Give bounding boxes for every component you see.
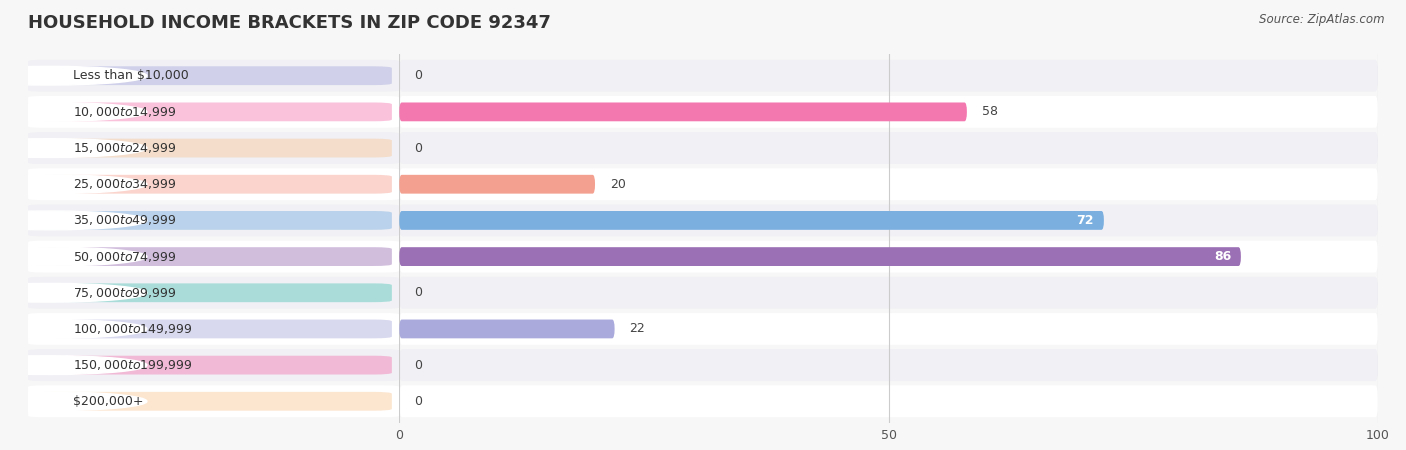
Text: 0: 0 bbox=[413, 69, 422, 82]
FancyBboxPatch shape bbox=[35, 211, 392, 230]
Text: $25,000 to $34,999: $25,000 to $34,999 bbox=[73, 177, 176, 191]
FancyBboxPatch shape bbox=[35, 175, 392, 194]
Text: $75,000 to $99,999: $75,000 to $99,999 bbox=[73, 286, 176, 300]
Circle shape bbox=[0, 211, 146, 230]
Circle shape bbox=[0, 284, 146, 302]
Circle shape bbox=[0, 247, 146, 266]
Text: 0: 0 bbox=[413, 142, 422, 154]
FancyBboxPatch shape bbox=[28, 168, 399, 200]
Text: 0: 0 bbox=[413, 286, 422, 299]
FancyBboxPatch shape bbox=[35, 66, 392, 85]
Text: Less than $10,000: Less than $10,000 bbox=[73, 69, 188, 82]
Text: 86: 86 bbox=[1213, 250, 1232, 263]
FancyBboxPatch shape bbox=[399, 60, 1378, 92]
Text: HOUSEHOLD INCOME BRACKETS IN ZIP CODE 92347: HOUSEHOLD INCOME BRACKETS IN ZIP CODE 92… bbox=[28, 14, 551, 32]
Text: 0: 0 bbox=[413, 359, 422, 372]
FancyBboxPatch shape bbox=[399, 349, 1378, 381]
FancyBboxPatch shape bbox=[28, 241, 399, 273]
FancyBboxPatch shape bbox=[399, 204, 1378, 236]
Circle shape bbox=[0, 356, 146, 374]
FancyBboxPatch shape bbox=[35, 247, 392, 266]
Text: $15,000 to $24,999: $15,000 to $24,999 bbox=[73, 141, 176, 155]
Text: Source: ZipAtlas.com: Source: ZipAtlas.com bbox=[1260, 14, 1385, 27]
FancyBboxPatch shape bbox=[35, 284, 392, 302]
Text: $50,000 to $74,999: $50,000 to $74,999 bbox=[73, 250, 176, 264]
Text: 22: 22 bbox=[630, 323, 645, 335]
FancyBboxPatch shape bbox=[35, 320, 392, 338]
Text: 72: 72 bbox=[1077, 214, 1094, 227]
Text: 58: 58 bbox=[981, 105, 997, 118]
FancyBboxPatch shape bbox=[399, 103, 967, 122]
FancyBboxPatch shape bbox=[28, 204, 399, 236]
FancyBboxPatch shape bbox=[28, 277, 399, 309]
FancyBboxPatch shape bbox=[399, 175, 595, 194]
Circle shape bbox=[0, 175, 146, 194]
Circle shape bbox=[0, 139, 146, 158]
FancyBboxPatch shape bbox=[399, 241, 1378, 273]
FancyBboxPatch shape bbox=[35, 392, 392, 411]
Text: $10,000 to $14,999: $10,000 to $14,999 bbox=[73, 105, 176, 119]
FancyBboxPatch shape bbox=[28, 313, 399, 345]
FancyBboxPatch shape bbox=[35, 356, 392, 374]
Text: $150,000 to $199,999: $150,000 to $199,999 bbox=[73, 358, 193, 372]
FancyBboxPatch shape bbox=[399, 132, 1378, 164]
Circle shape bbox=[0, 66, 146, 85]
FancyBboxPatch shape bbox=[35, 139, 392, 158]
Circle shape bbox=[0, 320, 146, 338]
FancyBboxPatch shape bbox=[399, 313, 1378, 345]
Circle shape bbox=[0, 103, 146, 122]
FancyBboxPatch shape bbox=[399, 247, 1241, 266]
FancyBboxPatch shape bbox=[28, 349, 399, 381]
FancyBboxPatch shape bbox=[399, 96, 1378, 128]
FancyBboxPatch shape bbox=[399, 320, 614, 338]
FancyBboxPatch shape bbox=[28, 96, 399, 128]
Circle shape bbox=[0, 392, 146, 411]
FancyBboxPatch shape bbox=[399, 211, 1104, 230]
Text: 20: 20 bbox=[610, 178, 626, 191]
Text: $35,000 to $49,999: $35,000 to $49,999 bbox=[73, 213, 176, 227]
Text: 0: 0 bbox=[413, 395, 422, 408]
FancyBboxPatch shape bbox=[28, 385, 399, 417]
FancyBboxPatch shape bbox=[35, 103, 392, 122]
FancyBboxPatch shape bbox=[399, 277, 1378, 309]
Text: $200,000+: $200,000+ bbox=[73, 395, 143, 408]
Text: $100,000 to $149,999: $100,000 to $149,999 bbox=[73, 322, 193, 336]
FancyBboxPatch shape bbox=[28, 132, 399, 164]
FancyBboxPatch shape bbox=[399, 385, 1378, 417]
FancyBboxPatch shape bbox=[28, 60, 399, 92]
FancyBboxPatch shape bbox=[399, 168, 1378, 200]
